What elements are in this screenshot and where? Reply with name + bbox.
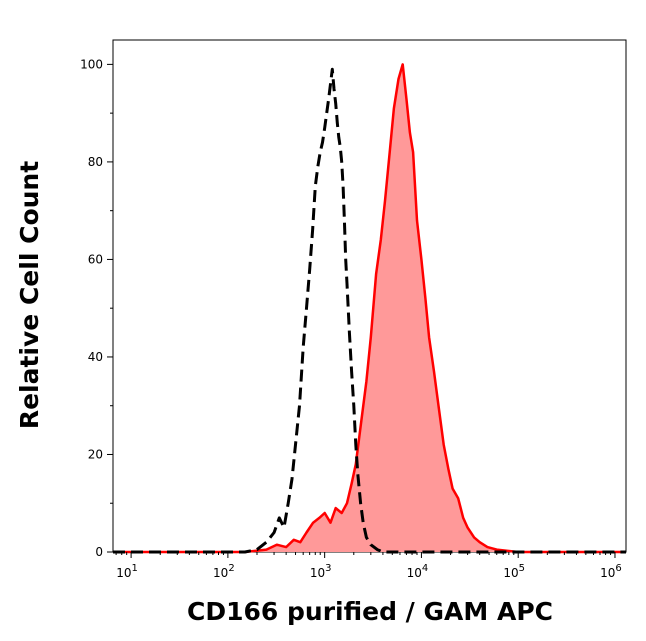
y-tick-label: 100 [80, 57, 103, 71]
x-tick-label: 101 [116, 563, 138, 580]
x-tick-label: 104 [407, 563, 429, 580]
y-tick-label: 20 [88, 447, 103, 461]
x-axis: 101 102 103 104 105 106 [115, 552, 622, 580]
series-0-line [113, 63, 626, 554]
x-tick-label: 103 [310, 563, 332, 580]
series-0-fill [113, 64, 626, 553]
y-axis: 0 20 40 60 80 100 [80, 57, 113, 559]
series-1-line [113, 67, 626, 554]
x-tick-label: 105 [503, 563, 525, 580]
x-tick-label: 102 [213, 563, 235, 580]
y-tick-label: 80 [88, 155, 103, 169]
y-tick-label: 60 [88, 252, 103, 266]
x-axis-title: CD166 purified / GAM APC [187, 597, 553, 626]
x-tick-label: 106 [600, 563, 622, 580]
y-tick-label: 0 [95, 545, 103, 559]
y-tick-label: 40 [88, 350, 103, 364]
series-layer [113, 63, 626, 554]
y-axis-title: Relative Cell Count [15, 161, 44, 429]
